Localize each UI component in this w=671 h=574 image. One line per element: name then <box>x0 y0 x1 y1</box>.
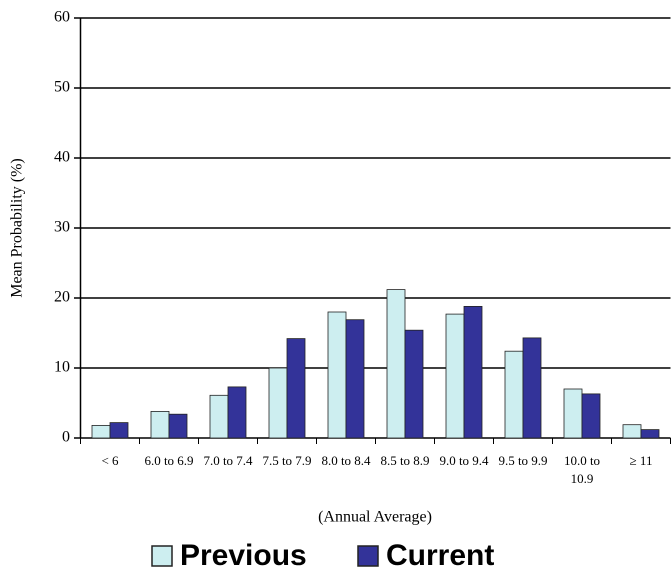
legend-label: Current <box>386 539 495 572</box>
y-tick-label: 20 <box>54 289 70 306</box>
x-tick-label: 8.5 to 8.9 <box>380 453 430 468</box>
bar <box>404 329 424 439</box>
y-tick-label: 50 <box>54 79 70 96</box>
bar <box>268 367 288 439</box>
bar <box>168 413 188 439</box>
bar <box>327 311 347 439</box>
bar <box>227 386 247 439</box>
legend-swatch <box>357 545 379 567</box>
x-tick-label: 6.0 to 6.9 <box>144 453 194 468</box>
legend-label: Previous <box>180 539 307 572</box>
y-tick-label: 60 <box>54 9 70 26</box>
bar <box>581 393 601 439</box>
bar <box>386 289 406 439</box>
legend-swatch <box>151 545 173 567</box>
x-tick-label: 8.0 to 8.4 <box>321 453 371 468</box>
x-tick-label: < 6 <box>101 453 119 468</box>
y-tick-label: 10 <box>54 359 70 376</box>
bar <box>91 424 111 439</box>
x-axis-title: (Annual Average) <box>318 509 432 526</box>
y-tick-label: 40 <box>54 149 70 166</box>
x-tick-label: ≥ 11 <box>629 453 653 468</box>
bar <box>286 338 306 439</box>
y-tick-label: 30 <box>54 219 70 236</box>
y-axis-title: Mean Probability (%) <box>9 158 26 298</box>
bar <box>504 350 524 439</box>
x-tick-label: 10.0 to 10.9 <box>563 453 601 486</box>
x-tick-label: 9.0 to 9.4 <box>439 453 489 468</box>
bar <box>150 410 170 439</box>
x-tick-label: 7.0 to 7.4 <box>203 453 253 468</box>
x-tick-label: 7.5 to 7.9 <box>262 453 312 468</box>
x-tick-label: 9.5 to 9.9 <box>498 453 548 468</box>
bar <box>445 313 465 439</box>
bar <box>522 337 542 439</box>
bar <box>640 429 660 439</box>
bar <box>345 319 365 439</box>
bar <box>209 394 229 439</box>
y-tick-label: 0 <box>62 429 70 446</box>
bar <box>463 305 483 439</box>
bar <box>109 422 129 439</box>
bar <box>622 424 642 439</box>
bar <box>563 388 583 439</box>
